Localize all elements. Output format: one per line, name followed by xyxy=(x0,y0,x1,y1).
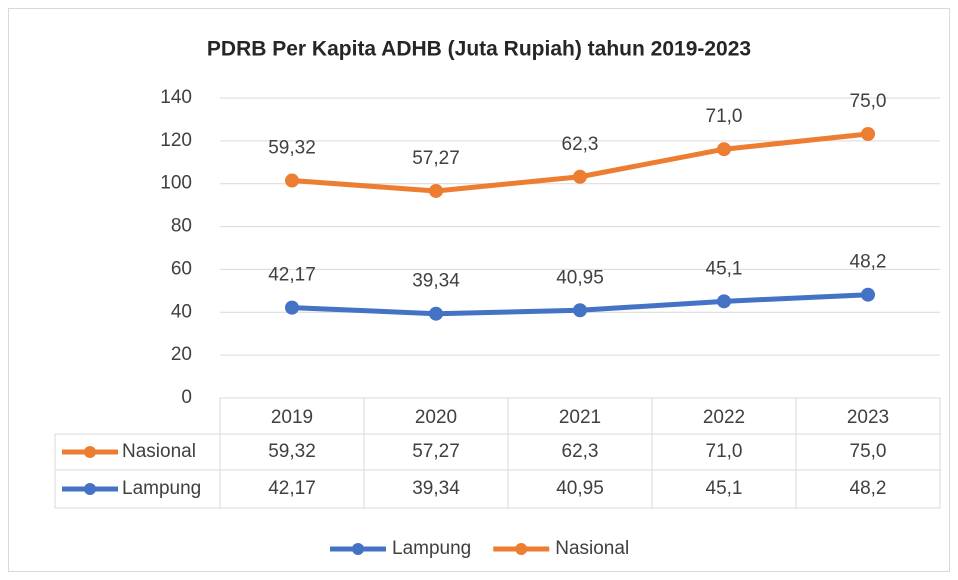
point xyxy=(861,287,875,302)
x-tick-label: 2023 xyxy=(847,407,889,428)
legend-label: Nasional xyxy=(555,538,629,559)
table-cell: 71,0 xyxy=(706,441,743,462)
point xyxy=(285,300,299,315)
point xyxy=(285,173,299,188)
data-label: 57,27 xyxy=(412,148,460,169)
table-cell: 39,34 xyxy=(412,478,460,499)
table-cell: 40,95 xyxy=(556,478,604,499)
y-tick-label: 20 xyxy=(171,344,192,365)
legend-marker xyxy=(515,543,528,555)
chart-border xyxy=(8,8,950,572)
table-cell: 48,2 xyxy=(850,478,887,499)
y-tick-label: 100 xyxy=(160,173,192,194)
x-tick-label: 2019 xyxy=(271,407,313,428)
data-label: 48,2 xyxy=(850,252,887,273)
legend-marker xyxy=(352,543,364,555)
table-cell: 59,32 xyxy=(268,441,316,462)
y-tick-label: 60 xyxy=(171,258,192,279)
data-label: 45,1 xyxy=(706,258,743,279)
chart-title: PDRB Per Kapita ADHB (Juta Rupiah) tahun… xyxy=(207,38,751,61)
data-label: 39,34 xyxy=(412,271,460,292)
point xyxy=(573,303,587,318)
x-tick-label: 2022 xyxy=(703,407,745,428)
y-tick-label: 140 xyxy=(160,87,192,108)
table-cell: 75,0 xyxy=(850,441,887,462)
table-cell: 42,17 xyxy=(268,478,316,499)
point xyxy=(717,294,731,309)
table-legend-marker xyxy=(84,483,96,495)
table-legend-marker xyxy=(84,446,96,458)
data-label: 62,3 xyxy=(562,134,599,155)
data-label: 40,95 xyxy=(556,267,604,288)
data-label: 42,17 xyxy=(268,265,316,286)
legend-label: Lampung xyxy=(392,538,471,559)
table-series-name: Lampung xyxy=(122,478,201,499)
y-tick-label: 120 xyxy=(160,130,192,151)
table-cell: 45,1 xyxy=(706,478,743,499)
data-label: 71,0 xyxy=(706,106,743,127)
data-label: 59,32 xyxy=(268,138,316,159)
data-label: 75,0 xyxy=(850,91,887,112)
table-cell: 57,27 xyxy=(412,441,460,462)
y-tick-label: 80 xyxy=(171,216,192,237)
point xyxy=(717,142,731,157)
point xyxy=(429,306,443,321)
point xyxy=(861,127,875,141)
point xyxy=(429,183,443,198)
point xyxy=(573,169,587,184)
x-tick-label: 2020 xyxy=(415,407,457,428)
x-tick-label: 2021 xyxy=(559,407,601,428)
y-tick-label: 40 xyxy=(171,301,192,322)
table-cell: 62,3 xyxy=(562,441,599,462)
y-tick-label: 0 xyxy=(181,387,192,408)
table-series-name: Nasional xyxy=(122,441,196,462)
